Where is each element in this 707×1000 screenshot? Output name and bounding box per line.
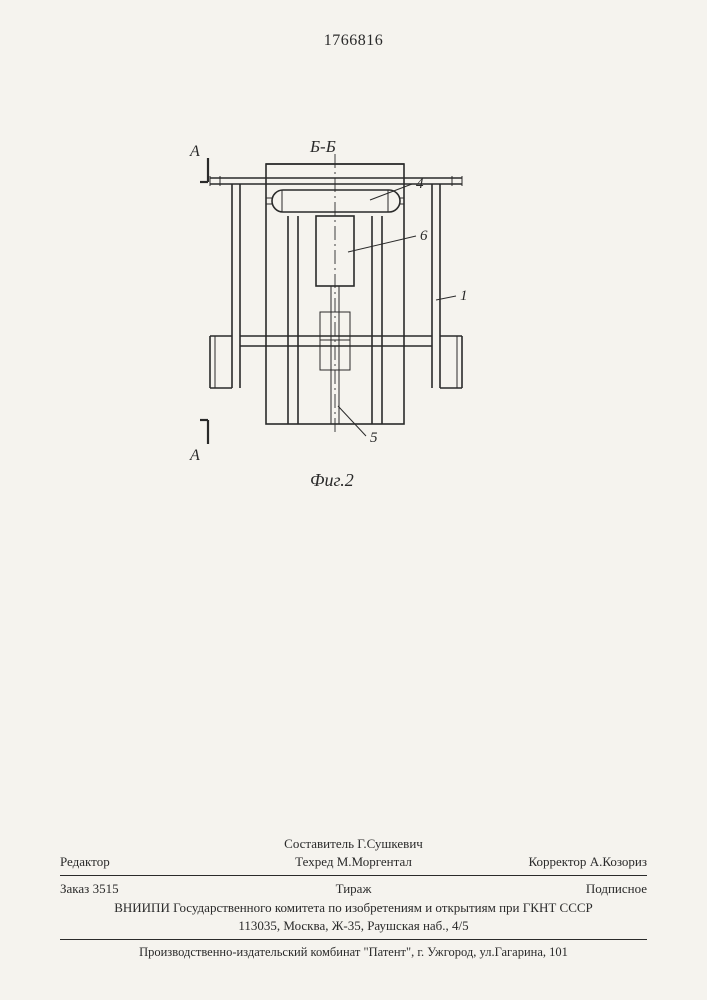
credits-block: Составитель Г.Сушкевич Редактор Техред М…	[60, 835, 647, 944]
editor-label: Редактор	[60, 854, 110, 869]
callout-4: 4	[416, 176, 424, 192]
composer-name: Г.Сушкевич	[357, 836, 423, 851]
org-line-1: ВНИИПИ Государственного комитета по изоб…	[60, 899, 647, 917]
composer-label: Составитель	[284, 836, 354, 851]
print-run-label: Тираж	[336, 881, 372, 896]
callout-5: 5	[370, 430, 378, 446]
footer-publisher: Производственно-издательский комбинат "П…	[60, 945, 647, 960]
page-number: 1766816	[324, 32, 384, 50]
tech-name: М.Моргентал	[337, 854, 412, 869]
subscription-label: Подписное	[586, 881, 647, 896]
section-title-BB: Б-Б	[309, 137, 336, 156]
corrector-name: А.Козориз	[590, 854, 647, 869]
section-mark-A-top: А	[189, 143, 200, 160]
tech-label: Техред	[295, 854, 333, 869]
order-no: 3515	[93, 881, 119, 896]
order-label: Заказ	[60, 881, 89, 896]
divider	[60, 939, 647, 940]
callout-1: 1	[460, 288, 468, 304]
mechanical-diagram: А А Б-Б	[170, 140, 500, 470]
figure-caption: Фиг.2	[310, 470, 354, 491]
divider	[60, 875, 647, 876]
callout-6: 6	[420, 228, 428, 244]
org-line-2: 113035, Москва, Ж-35, Раушская наб., 4/5	[60, 917, 647, 935]
corrector-label: Корректор	[528, 854, 586, 869]
section-mark-A-bot: А	[189, 447, 200, 464]
